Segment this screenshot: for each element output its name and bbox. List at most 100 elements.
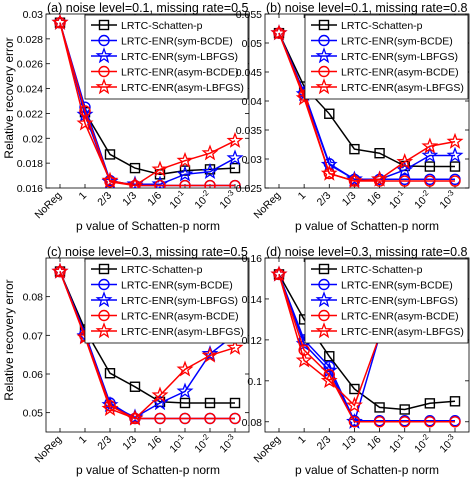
data-point [449, 416, 461, 428]
legend-label: LRTC-ENR(sym-BCDE) [121, 36, 233, 48]
series-line [278, 32, 456, 182]
y-tick-label: 0.022 [17, 108, 43, 120]
legend-label: LRTC-ENR(asym-LBFGS) [341, 82, 464, 94]
legend-marker [315, 322, 333, 339]
y-tick-label: 0.12 [242, 335, 263, 347]
data-point [229, 397, 241, 409]
legend-marker [98, 19, 110, 31]
legend-marker [95, 291, 113, 308]
series-line [278, 32, 455, 182]
y-tick-label: 0.06 [23, 369, 44, 381]
legend-label: LRTC-ENR(asym-BCDE) [341, 67, 459, 79]
chart-title: (b) noise level=0.1, missing rate=0.8 [266, 1, 468, 15]
data-point [324, 351, 335, 362]
legend-marker [318, 34, 330, 47]
data-point [399, 404, 410, 415]
legend-marker [98, 263, 110, 275]
legend: LRTC-Schatten-p LRTC-ENR(sym-BCDE) LRTC-EN… [84, 258, 249, 344]
data-point [179, 412, 191, 425]
y-tick-label: 0.05 [242, 38, 263, 50]
data-point [349, 383, 360, 395]
y-tick-label: 0.024 [17, 84, 43, 96]
chart-panel-1: (a) noise level=0.1, missing rate=0.50.0… [17, 1, 250, 221]
data-point [54, 265, 66, 278]
series-line [278, 274, 455, 423]
data-point [270, 24, 288, 41]
data-point [201, 162, 219, 179]
data-point [51, 14, 69, 30]
y-tick-label: 0.018 [17, 158, 43, 170]
data-point [101, 399, 119, 417]
y-tick-label: 0.08 [242, 417, 263, 429]
data-point [449, 161, 461, 172]
data-point [176, 165, 194, 182]
x-axis-label-right-bottom: p value of Schatten-p norm [295, 463, 439, 477]
chart-panels: (a) noise level=0.1, missing rate=0.50.0… [17, 1, 470, 465]
legend-label: LRTC-ENR(sym-BCDE) [341, 36, 453, 48]
legend-marker [98, 34, 110, 47]
data-point [346, 170, 363, 187]
legend-label: LRTC-ENR(sym-LBFGS) [121, 51, 238, 63]
legend-marker [315, 78, 333, 95]
legend-label: LRTC-Schatten-p [341, 264, 423, 276]
legend-label: LRTC-ENR(asym-BCDE) [341, 311, 459, 323]
series-line [278, 32, 455, 181]
legend-box [304, 258, 469, 344]
data-point [229, 412, 241, 425]
legend-marker [315, 47, 333, 64]
data-point [323, 167, 335, 180]
data-point [179, 179, 191, 188]
data-point [201, 346, 219, 363]
data-point [229, 179, 241, 188]
plot-frame [264, 257, 470, 433]
y-tick-label: 0.07 [23, 330, 44, 342]
data-point [424, 161, 436, 172]
x-tick-label: 10-1 [386, 432, 410, 456]
legend-label: LRTC-ENR(sym-BCDE) [341, 280, 453, 292]
y-tick-label: 0.028 [17, 34, 43, 46]
data-point [204, 179, 216, 188]
data-point [421, 146, 439, 163]
plot-frame [45, 13, 250, 189]
legend: LRTC-Schatten-p LRTC-ENR(sym-BCDE) LRTC-EN… [84, 14, 249, 100]
legend-marker [98, 278, 110, 291]
legend-label: LRTC-ENR(asym-LBFGS) [341, 326, 464, 338]
data-point [104, 149, 116, 160]
data-point [349, 143, 360, 155]
y-tick-label: 0.04 [242, 96, 263, 108]
data-point [226, 131, 244, 148]
y-tick-label: 0.026 [17, 59, 43, 71]
data-point [399, 416, 411, 428]
legend-marker [315, 291, 333, 308]
y-tick-label: 0.02 [23, 133, 44, 145]
data-point [449, 396, 461, 407]
y-axis-label-top: Relative recovery error [2, 37, 16, 158]
legend-box [84, 14, 249, 100]
data-point [270, 265, 288, 282]
data-point [348, 416, 361, 428]
data-point [424, 398, 436, 409]
data-point [396, 161, 414, 178]
data-point [320, 164, 338, 181]
data-point [104, 368, 116, 379]
legend: LRTC-Schatten-p LRTC-ENR(sym-BCDE) LRTC-EN… [304, 258, 469, 344]
legend-label: LRTC-Schatten-p [341, 20, 423, 32]
x-tick-label: 10-2 [411, 432, 435, 456]
legend-marker [98, 309, 110, 322]
chart-panel-2: (b) noise level=0.1, missing rate=0.8 0.0… [236, 1, 470, 221]
x-tick-label: 10-1 [386, 188, 410, 212]
data-point [76, 114, 94, 131]
data-point [129, 162, 141, 174]
data-point [399, 175, 411, 187]
data-point [346, 396, 363, 413]
data-point [226, 149, 244, 166]
data-point [176, 360, 194, 377]
y-tick-label: 0.035 [236, 125, 262, 137]
data-point [54, 17, 66, 29]
data-point [273, 27, 285, 39]
series-group [51, 14, 244, 188]
data-point [320, 371, 338, 388]
x-tick-label: 10-3 [436, 188, 460, 212]
series-line [59, 271, 236, 420]
chart-title: (d) noise level=0.3, missing rate=0.8 [266, 245, 468, 259]
